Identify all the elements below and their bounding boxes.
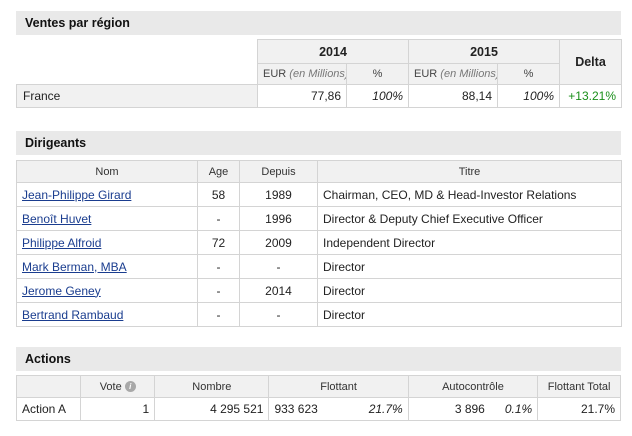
value-2014: 77,86 bbox=[257, 84, 347, 108]
actions-table: Vote i Nombre Flottant Autocontrôle Flott… bbox=[15, 375, 621, 421]
col-vote: Vote i bbox=[80, 375, 156, 398]
titre-cell: Director & Deputy Chief Executive Office… bbox=[317, 206, 622, 231]
titre-cell: Director bbox=[317, 278, 622, 303]
year-2015-header: 2015 bbox=[408, 39, 560, 64]
depuis-cell: 2014 bbox=[239, 278, 318, 303]
table-row: Mark Berman, MBA - - Director bbox=[16, 254, 622, 279]
actions-title: Actions bbox=[16, 347, 621, 371]
value-2015: 88,14 bbox=[408, 84, 498, 108]
depuis-cell: - bbox=[239, 302, 318, 327]
depuis-cell: - bbox=[239, 254, 318, 279]
age-cell: - bbox=[197, 302, 240, 327]
flottant-value: 933 623 bbox=[268, 397, 319, 421]
col-depuis: Depuis bbox=[239, 160, 318, 183]
unit-header-2015: EUR (en Millions) bbox=[408, 63, 498, 85]
actions-section: Actions Vote i Nombre Flottant Autocontrô… bbox=[15, 347, 621, 421]
unit-prefix: EUR bbox=[263, 68, 287, 80]
person-link[interactable]: Benoît Huvet bbox=[22, 211, 92, 226]
person-link[interactable]: Mark Berman, MBA bbox=[22, 259, 127, 274]
titre-cell: Director bbox=[317, 254, 622, 279]
depuis-cell: 1996 bbox=[239, 206, 318, 231]
depuis-cell: 1989 bbox=[239, 182, 318, 207]
delta-header: Delta bbox=[559, 39, 622, 85]
person-link[interactable]: Philippe Alfroid bbox=[22, 235, 102, 250]
pct-2014: 100% bbox=[346, 84, 409, 108]
col-autocontrole: Autocontrôle bbox=[407, 375, 539, 398]
nombre-value: 4 295 521 bbox=[154, 397, 270, 421]
age-cell: 58 bbox=[197, 182, 240, 207]
col-flottant-total: Flottant Total bbox=[537, 375, 621, 398]
col-action-empty bbox=[15, 375, 82, 398]
ventes-table: 2014 2015 Delta EUR (en Millions) % EUR … bbox=[16, 39, 622, 108]
pct-2015: 100% bbox=[497, 84, 560, 108]
table-row: Jerome Geney - 2014 Director bbox=[16, 278, 622, 303]
person-link[interactable]: Jean-Philippe Girard bbox=[22, 187, 132, 202]
action-label: Action A bbox=[15, 397, 82, 421]
ventes-row-france: France 77,86 100% 88,14 100% +13.21% bbox=[16, 84, 622, 108]
delta-value: +13.21% bbox=[559, 84, 622, 108]
dirigeants-table: Nom Age Depuis Titre Jean-Philippe Girar… bbox=[16, 160, 622, 327]
person-link[interactable]: Bertrand Rambaud bbox=[22, 307, 124, 322]
region-label: France bbox=[16, 84, 258, 108]
unit-prefix: EUR bbox=[414, 68, 438, 80]
ventes-section: Ventes par région 2014 2015 Delta EUR (e… bbox=[16, 11, 622, 108]
titre-cell: Director bbox=[317, 302, 622, 327]
col-titre: Titre bbox=[317, 160, 622, 183]
dirigeants-title: Dirigeants bbox=[16, 131, 621, 155]
flottant-total-value: 21.7% bbox=[537, 397, 621, 421]
table-row: Bertrand Rambaud - - Director bbox=[16, 302, 622, 327]
ventes-title: Ventes par région bbox=[16, 11, 621, 35]
person-link[interactable]: Jerome Geney bbox=[22, 283, 101, 298]
table-row: Philippe Alfroid 72 2009 Independent Dir… bbox=[16, 230, 622, 255]
unit-note: (en Millions) bbox=[440, 68, 498, 80]
unit-header-2014: EUR (en Millions) bbox=[257, 63, 347, 85]
year-2014-header: 2014 bbox=[257, 39, 409, 64]
titre-cell: Chairman, CEO, MD & Head-Investor Relati… bbox=[317, 182, 622, 207]
pct-header-2015: % bbox=[497, 63, 560, 85]
vote-value: 1 bbox=[80, 397, 156, 421]
autocontrole-value: 3 896 bbox=[407, 397, 490, 421]
age-cell: - bbox=[197, 278, 240, 303]
table-row: Benoît Huvet - 1996 Director & Deputy Ch… bbox=[16, 206, 622, 231]
actions-row: Action A 1 4 295 521 933 623 21.7% 3 896… bbox=[15, 397, 621, 421]
pct-header-2014: % bbox=[346, 63, 409, 85]
age-cell: 72 bbox=[197, 230, 240, 255]
depuis-cell: 2009 bbox=[239, 230, 318, 255]
unit-note: (en Millions) bbox=[289, 68, 347, 80]
col-vote-label: Vote bbox=[99, 380, 122, 393]
col-age: Age bbox=[197, 160, 240, 183]
ventes-empty-cell bbox=[16, 39, 258, 64]
info-icon[interactable]: i bbox=[124, 381, 136, 393]
flottant-pct: 21.7% bbox=[319, 397, 409, 421]
col-nom: Nom bbox=[16, 160, 198, 183]
age-cell: - bbox=[197, 206, 240, 231]
dirigeants-rows: Jean-Philippe Girard 58 1989 Chairman, C… bbox=[16, 182, 622, 327]
col-nombre: Nombre bbox=[154, 375, 270, 398]
age-cell: - bbox=[197, 254, 240, 279]
dirigeants-section: Dirigeants Nom Age Depuis Titre Jean-Phi… bbox=[16, 131, 622, 327]
table-row: Jean-Philippe Girard 58 1989 Chairman, C… bbox=[16, 182, 622, 207]
ventes-empty-cell-2 bbox=[16, 63, 258, 85]
titre-cell: Independent Director bbox=[317, 230, 622, 255]
col-flottant: Flottant bbox=[268, 375, 409, 398]
autocontrole-pct: 0.1% bbox=[489, 397, 539, 421]
